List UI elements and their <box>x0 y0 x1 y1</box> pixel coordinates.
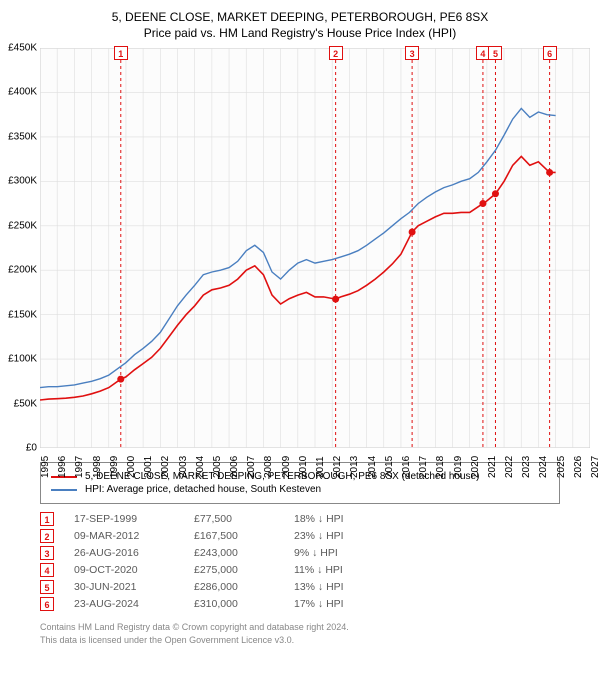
x-axis-label: 2018 <box>435 456 446 478</box>
x-axis-label: 2011 <box>315 456 326 478</box>
footnote-line-2: This data is licensed under the Open Gov… <box>40 634 590 647</box>
transaction-pct: 18% ↓ HPI <box>294 513 424 525</box>
transaction-row: 4 09-OCT-2020£275,00011% ↓ HPI <box>40 563 560 577</box>
x-axis-label: 2002 <box>160 456 171 478</box>
x-axis-label: 2001 <box>143 456 154 478</box>
transaction-price: £167,500 <box>194 530 294 542</box>
x-axis-label: 2010 <box>298 456 309 478</box>
transaction-row: 3 26-AUG-2016£243,0009% ↓ HPI <box>40 546 560 560</box>
transaction-price: £310,000 <box>194 598 294 610</box>
transaction-date: 17-SEP-1999 <box>74 513 194 525</box>
transaction-row: 5 30-JUN-2021£286,00013% ↓ HPI <box>40 580 560 594</box>
x-axis-label: 2009 <box>281 456 292 478</box>
transaction-pct: 23% ↓ HPI <box>294 530 424 542</box>
transaction-price: £243,000 <box>194 547 294 559</box>
transaction-pct: 13% ↓ HPI <box>294 581 424 593</box>
marker-label: 2 <box>329 46 343 60</box>
x-axis-label: 2014 <box>367 456 378 478</box>
x-axis-label: 2003 <box>178 456 189 478</box>
y-axis-label: £100K <box>8 354 37 365</box>
x-axis-label: 1998 <box>92 456 103 478</box>
footnote-line-1: Contains HM Land Registry data © Crown c… <box>40 621 590 634</box>
x-axis-label: 1995 <box>40 456 51 478</box>
chart-container: 5, DEENE CLOSE, MARKET DEEPING, PETERBOR… <box>10 10 590 646</box>
transaction-number: 5 <box>40 580 54 594</box>
x-axis-label: 2006 <box>229 456 240 478</box>
transaction-number: 4 <box>40 563 54 577</box>
transaction-date: 23-AUG-2024 <box>74 598 194 610</box>
x-axis-label: 2019 <box>453 456 464 478</box>
x-axis-label: 2024 <box>538 456 549 478</box>
transaction-row: 2 09-MAR-2012£167,50023% ↓ HPI <box>40 529 560 543</box>
transaction-date: 30-JUN-2021 <box>74 581 194 593</box>
footnote: Contains HM Land Registry data © Crown c… <box>40 621 590 646</box>
x-axis-label: 2027 <box>590 456 600 478</box>
plot-area: £0£50K£100K£150K£200K£250K£300K£350K£400… <box>40 48 590 448</box>
transaction-number: 3 <box>40 546 54 560</box>
transaction-price: £286,000 <box>194 581 294 593</box>
x-axis-label: 2021 <box>487 456 498 478</box>
chart-subtitle: Price paid vs. HM Land Registry's House … <box>10 26 590 40</box>
legend-label: HPI: Average price, detached house, Sout… <box>85 484 321 495</box>
x-axis-label: 2013 <box>349 456 360 478</box>
x-axis-label: 2020 <box>470 456 481 478</box>
x-axis-label: 1996 <box>57 456 68 478</box>
transaction-number: 6 <box>40 597 54 611</box>
x-axis-label: 2007 <box>246 456 257 478</box>
y-axis-label: £250K <box>8 220 37 231</box>
transaction-date: 09-MAR-2012 <box>74 530 194 542</box>
transaction-table: 1 17-SEP-1999£77,50018% ↓ HPI 2 09-MAR-2012… <box>40 512 560 611</box>
y-axis-label: £50K <box>14 398 37 409</box>
x-axis-label: 2005 <box>212 456 223 478</box>
marker-label: 5 <box>488 46 502 60</box>
x-axis-label: 1999 <box>109 456 120 478</box>
marker-label: 1 <box>114 46 128 60</box>
x-axis-label: 2015 <box>384 456 395 478</box>
transaction-number: 2 <box>40 529 54 543</box>
transaction-row: 6 23-AUG-2024£310,00017% ↓ HPI <box>40 597 560 611</box>
transaction-price: £275,000 <box>194 564 294 576</box>
y-axis-label: £350K <box>8 131 37 142</box>
y-axis-label: £0 <box>26 443 37 454</box>
y-axis-label: £150K <box>8 309 37 320</box>
y-axis-label: £400K <box>8 87 37 98</box>
x-axis-label: 2008 <box>263 456 274 478</box>
line-chart-svg <box>40 48 590 448</box>
transaction-row: 1 17-SEP-1999£77,50018% ↓ HPI <box>40 512 560 526</box>
x-axis-label: 2004 <box>195 456 206 478</box>
x-axis-label: 2022 <box>504 456 515 478</box>
x-axis-label: 2023 <box>521 456 532 478</box>
transaction-date: 26-AUG-2016 <box>74 547 194 559</box>
transaction-pct: 11% ↓ HPI <box>294 564 424 576</box>
y-axis-label: £200K <box>8 265 37 276</box>
y-axis-label: £300K <box>8 176 37 187</box>
x-axis-label: 1997 <box>74 456 85 478</box>
marker-label: 6 <box>543 46 557 60</box>
x-axis-label: 2025 <box>556 456 567 478</box>
transaction-pct: 17% ↓ HPI <box>294 598 424 610</box>
transaction-date: 09-OCT-2020 <box>74 564 194 576</box>
x-axis-label: 2017 <box>418 456 429 478</box>
legend-item: HPI: Average price, detached house, Sout… <box>51 484 549 495</box>
x-axis-label: 2012 <box>332 456 343 478</box>
x-axis-label: 2016 <box>401 456 412 478</box>
transaction-number: 1 <box>40 512 54 526</box>
x-axis-label: 2000 <box>126 456 137 478</box>
legend-swatch <box>51 489 77 491</box>
x-axis-label: 2026 <box>573 456 584 478</box>
y-axis-label: £450K <box>8 43 37 54</box>
marker-label: 3 <box>405 46 419 60</box>
transaction-price: £77,500 <box>194 513 294 525</box>
transaction-pct: 9% ↓ HPI <box>294 547 424 559</box>
chart-title: 5, DEENE CLOSE, MARKET DEEPING, PETERBOR… <box>10 10 590 24</box>
